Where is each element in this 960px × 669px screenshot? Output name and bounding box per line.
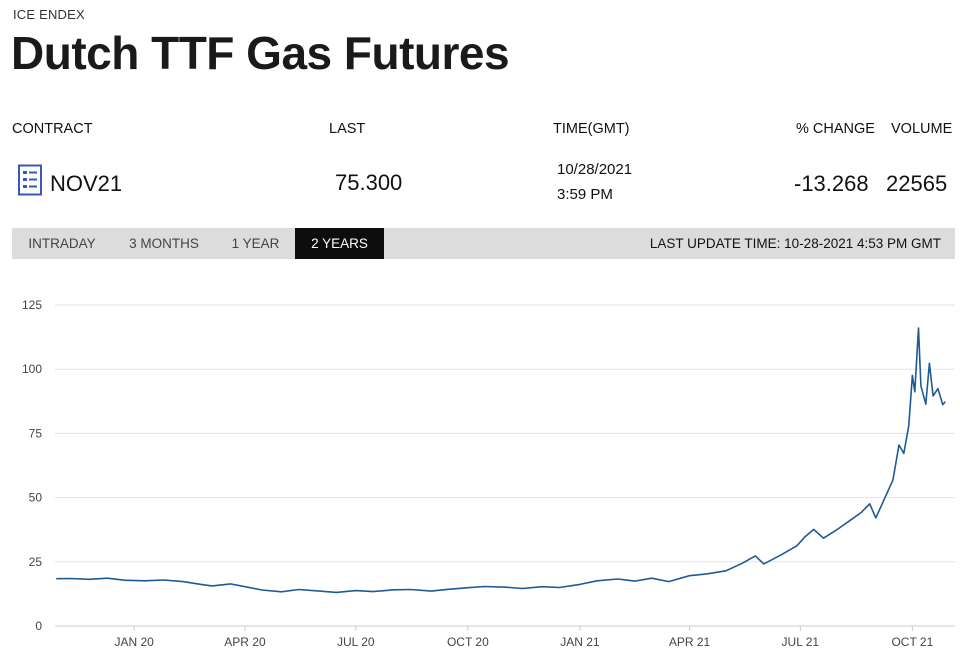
- y-tick-label: 0: [35, 619, 42, 633]
- exchange-label: ICE ENDEX: [13, 7, 85, 22]
- volume-header: VOLUME: [891, 121, 953, 137]
- trade-time: 3:59 PM: [557, 186, 613, 203]
- contract-cell[interactable]: NOV21: [16, 163, 122, 197]
- x-tick-label: JAN 20: [114, 635, 154, 649]
- x-tick-label: JUL 20: [337, 635, 375, 649]
- volume-value: 22565: [886, 171, 948, 196]
- y-tick-label: 50: [29, 491, 43, 505]
- y-tick-label: 25: [29, 555, 43, 569]
- trade-date: 10/28/2021: [557, 161, 633, 178]
- range-tab-bar: INTRADAY 3 MONTHS 1 YEAR 2 YEARS LAST UP…: [12, 228, 955, 259]
- series-layer: [56, 327, 946, 594]
- tab-2-years[interactable]: 2 YEARS: [295, 228, 384, 259]
- document-list-icon[interactable]: [16, 164, 44, 196]
- x-tick-label: JAN 21: [560, 635, 600, 649]
- last-header: LAST: [329, 121, 366, 137]
- x-tick-label: APR 20: [224, 635, 266, 649]
- percent-change: -13.268: [794, 171, 869, 196]
- tab-3-months[interactable]: 3 MONTHS: [129, 236, 199, 251]
- x-tick-label: OCT 21: [891, 635, 933, 649]
- contract-header: CONTRACT: [12, 121, 93, 137]
- last-price: 75.300: [335, 170, 403, 195]
- contract-name[interactable]: NOV21: [50, 171, 123, 196]
- y-tick-label: 100: [22, 362, 42, 376]
- chart-grid: [55, 304, 955, 627]
- x-tick-label: APR 21: [669, 635, 711, 649]
- last-update-time: LAST UPDATE TIME: 10-28-2021 4:53 PM GMT: [649, 236, 941, 251]
- x-tick-label: JUL 21: [782, 635, 820, 649]
- price-line: [56, 327, 946, 594]
- y-tick-label: 125: [22, 298, 42, 312]
- y-axis: 0 25 50 75 100 125: [22, 298, 42, 633]
- y-tick-label: 75: [29, 426, 43, 440]
- tab-intraday[interactable]: INTRADAY: [28, 236, 96, 251]
- page-title: Dutch TTF Gas Futures: [11, 27, 510, 79]
- change-header: % CHANGE: [796, 121, 875, 137]
- x-tick-label: OCT 20: [447, 635, 489, 649]
- time-header: TIME(GMT): [553, 121, 630, 137]
- tab-1-year[interactable]: 1 YEAR: [231, 236, 280, 251]
- x-axis: JAN 20 APR 20 JUL 20 OCT 20 JAN 21 APR 21 JUL …: [114, 626, 934, 649]
